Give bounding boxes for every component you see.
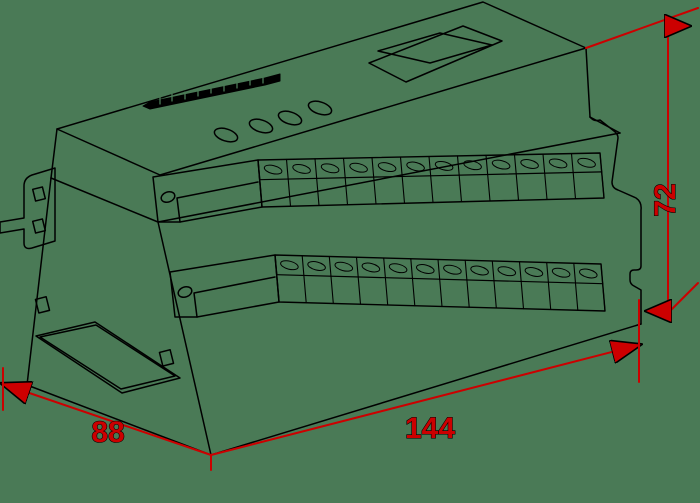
svg-text:144: 144 bbox=[405, 412, 455, 445]
svg-text:72: 72 bbox=[649, 183, 682, 216]
svg-text:88: 88 bbox=[91, 416, 124, 449]
